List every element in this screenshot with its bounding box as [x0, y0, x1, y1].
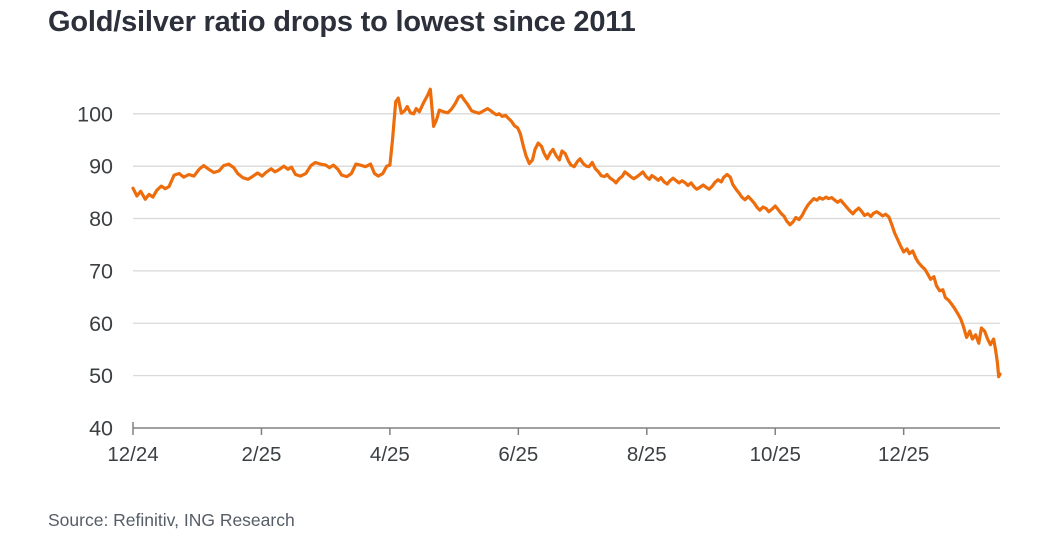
x-tick-label: 8/25: [627, 443, 667, 466]
x-tick-label: 10/25: [750, 443, 801, 466]
y-tick-label: 80: [89, 207, 113, 231]
series-line: [131, 87, 1002, 379]
y-tick-label: 60: [89, 312, 113, 336]
source-note: Source: Refinitiv, ING Research: [48, 510, 295, 530]
x-tick-label: 6/25: [498, 443, 538, 466]
y-tick-label: 40: [89, 417, 113, 441]
y-tick-label: 90: [89, 155, 113, 179]
y-tick-label: 50: [89, 364, 113, 388]
x-tick-label: 2/25: [241, 443, 281, 466]
x-tick-label: 4/25: [370, 443, 410, 466]
y-tick-label: 100: [77, 102, 113, 126]
y-tick-label: 70: [89, 259, 113, 283]
x-tick-label: 12/25: [878, 443, 929, 466]
x-tick-label: 12/24: [107, 443, 158, 466]
chart-title: Gold/silver ratio drops to lowest since …: [48, 6, 636, 38]
